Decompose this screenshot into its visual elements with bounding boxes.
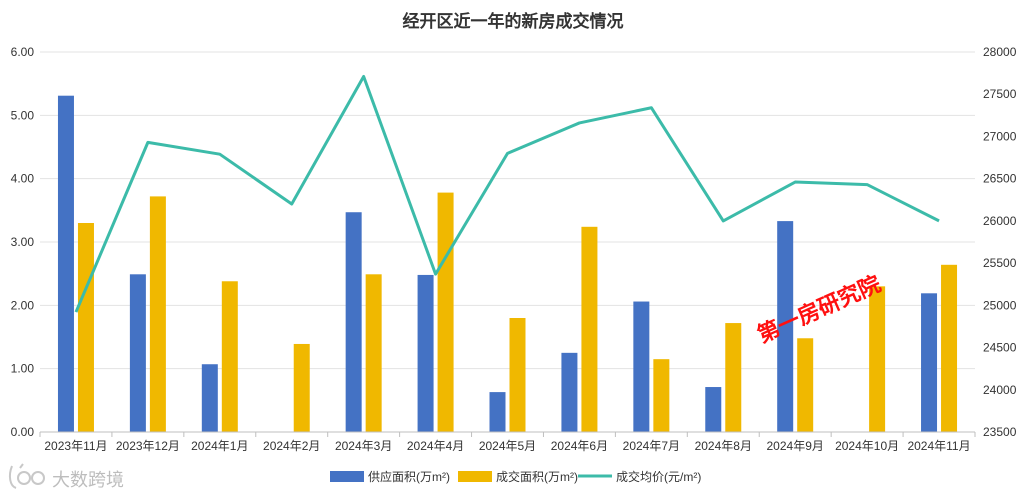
right-tick-label: 27000 <box>983 129 1017 143</box>
bar-sales <box>581 226 598 432</box>
bar-supply <box>57 95 74 432</box>
bar-supply <box>489 392 506 432</box>
bar-supply <box>777 221 794 432</box>
bar-supply <box>705 387 722 432</box>
bar-sales <box>725 323 742 432</box>
left-tick-label: 4.00 <box>11 172 35 186</box>
left-tick-label: 5.00 <box>11 108 35 122</box>
legend-label: 成交均价(元/m²) <box>616 469 701 484</box>
x-tick-label: 2024年5月 <box>479 439 536 453</box>
bar-sales <box>149 196 166 432</box>
left-tick-label: 6.00 <box>11 45 35 59</box>
legend-label: 成交面积(万m²) <box>496 469 578 484</box>
right-axis: 23500 24000 24500 25000 25500 26000 26500 27000… <box>983 45 1017 439</box>
right-tick-label: 24000 <box>983 383 1017 397</box>
x-axis: 2023年11月 2023年12月 2024年1月 2024年2月 2024年3月 202… <box>39 431 976 453</box>
legend: 供应面积(万m²) 成交面积(万m²) 成交均价(元/m²) <box>330 469 701 484</box>
bar-sales <box>293 343 310 432</box>
right-tick-label: 27500 <box>983 87 1017 101</box>
bar-supply <box>561 352 578 432</box>
bar-sales <box>221 281 238 432</box>
x-tick-label: 2024年2月 <box>263 439 320 453</box>
bar-sales <box>509 318 526 432</box>
chart-title: 经开区近一年的新房成交情况 <box>403 11 624 31</box>
right-tick-label: 25500 <box>983 256 1017 270</box>
price-line <box>74 74 940 313</box>
x-tick-label: 2023年11月 <box>44 439 107 453</box>
bar-supply <box>129 274 146 432</box>
bar-sales <box>653 359 670 432</box>
bar-sales <box>437 192 454 432</box>
bar-supply <box>921 293 938 432</box>
x-tick-label: 2024年3月 <box>335 439 392 453</box>
x-tick-label: 2024年6月 <box>551 439 608 453</box>
bar-supply <box>417 274 434 432</box>
x-tick-label: 2023年12月 <box>116 439 180 453</box>
x-tick-label: 2024年10月 <box>835 439 899 453</box>
bar-supply <box>201 364 218 432</box>
x-tick-label: 2024年1月 <box>191 439 248 453</box>
right-tick-label: 26000 <box>983 214 1017 228</box>
bar-sales <box>77 223 94 432</box>
left-tick-label: 1.00 <box>11 362 35 376</box>
bar-sales <box>797 338 814 432</box>
price-line-path <box>74 74 940 313</box>
bars <box>57 95 958 432</box>
right-tick-label: 28000 <box>983 45 1017 59</box>
watermark-text: 第一房研究院 <box>754 271 885 348</box>
right-tick-label: 25000 <box>983 298 1017 312</box>
legend-swatch <box>330 471 364 482</box>
x-tick-label: 2024年4月 <box>407 439 464 453</box>
x-tick-label: 2024年8月 <box>695 439 752 453</box>
legend-label: 供应面积(万m²) <box>368 469 450 484</box>
x-tick-label: 2024年11月 <box>907 439 970 453</box>
legend-swatch <box>458 471 492 482</box>
bar-sales <box>869 286 886 432</box>
x-tick-label: 2024年9月 <box>767 439 824 453</box>
bar-supply <box>633 301 650 432</box>
right-tick-label: 23500 <box>983 425 1017 439</box>
grid-lines <box>40 51 975 433</box>
bar-sales <box>365 274 382 432</box>
x-tick-label: 2024年7月 <box>623 439 680 453</box>
logo: 大数跨境 <box>8 463 124 490</box>
left-tick-label: 3.00 <box>11 235 35 249</box>
right-tick-label: 26500 <box>983 172 1017 186</box>
left-tick-label: 0.00 <box>11 425 35 439</box>
logo-text: 大数跨境 <box>52 470 124 490</box>
ic-logo-icon <box>8 463 45 489</box>
bar-supply <box>345 212 362 432</box>
right-tick-label: 24500 <box>983 341 1017 355</box>
left-tick-label: 2.00 <box>11 298 35 312</box>
left-axis: 0.00 1.00 2.00 3.00 4.00 5.00 6.00 <box>11 45 35 439</box>
bar-sales <box>941 264 958 432</box>
